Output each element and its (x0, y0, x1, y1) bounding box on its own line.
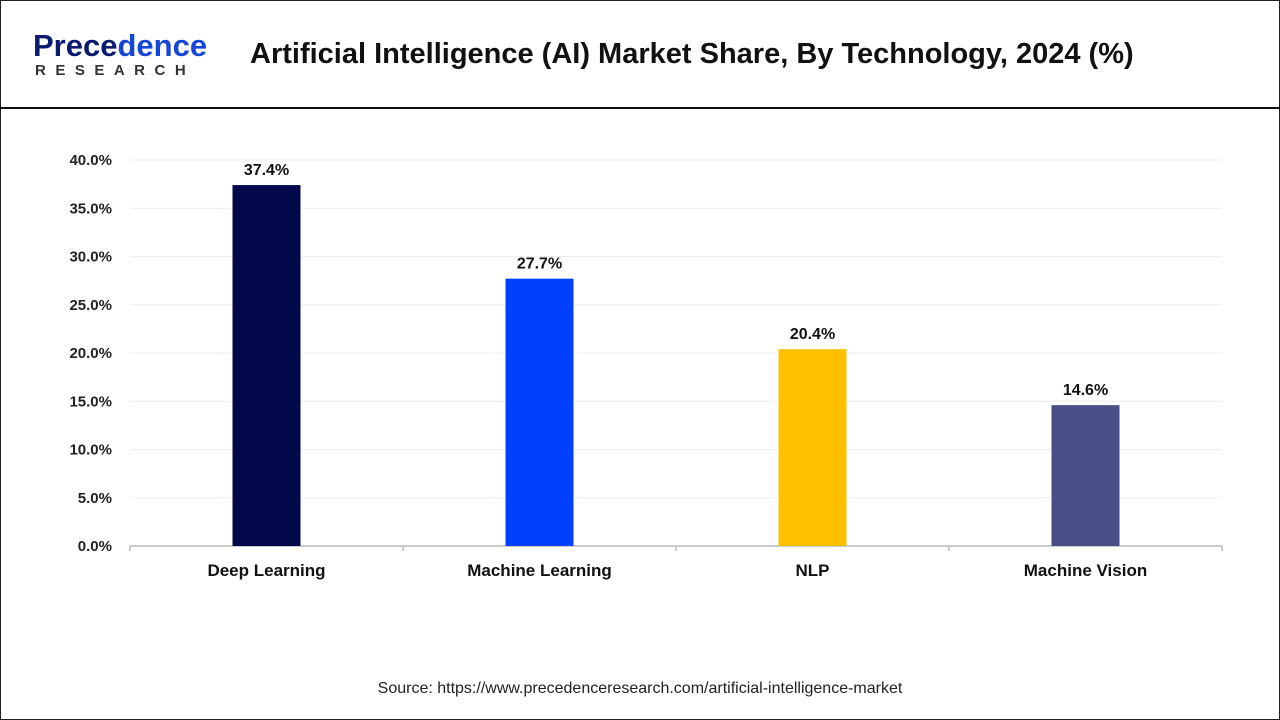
logo-subtitle: RESEARCH (35, 62, 196, 79)
logo-wordmark: Precedence (33, 28, 208, 63)
chart-title: Artificial Intelligence (AI) Market Shar… (250, 38, 1134, 70)
source-note: Source: https://www.precedenceresearch.c… (377, 680, 903, 697)
x-category-label: Machine Learning (467, 561, 612, 580)
x-category-label: Deep Learning (207, 561, 325, 580)
bar-machine-vision (1051, 405, 1120, 546)
y-tick-label: 25.0% (69, 297, 112, 314)
y-tick-label: 5.0% (78, 490, 112, 507)
data-label: 27.7% (517, 256, 562, 273)
header: Precedence RESEARCH Artificial Intellige… (0, 0, 1280, 109)
bar-machine-learning (505, 278, 574, 546)
y-tick-label: 10.0% (69, 442, 112, 459)
y-tick-label: 20.0% (69, 345, 112, 362)
y-tick-label: 30.0% (69, 249, 112, 266)
y-tick-label: 0.0% (78, 538, 112, 555)
y-tick-label: 35.0% (69, 200, 112, 217)
x-category-label: Machine Vision (1024, 561, 1147, 580)
x-category-label: NLP (796, 561, 830, 580)
bar-nlp (778, 349, 847, 546)
bar-deep-learning (232, 185, 301, 546)
data-label: 20.4% (790, 326, 835, 343)
precedence-research-logo: Precedence RESEARCH (33, 28, 223, 83)
y-tick-label: 40.0% (69, 152, 112, 169)
data-label: 37.4% (244, 162, 289, 179)
data-label: 14.6% (1063, 382, 1108, 399)
y-tick-label: 15.0% (69, 393, 112, 410)
